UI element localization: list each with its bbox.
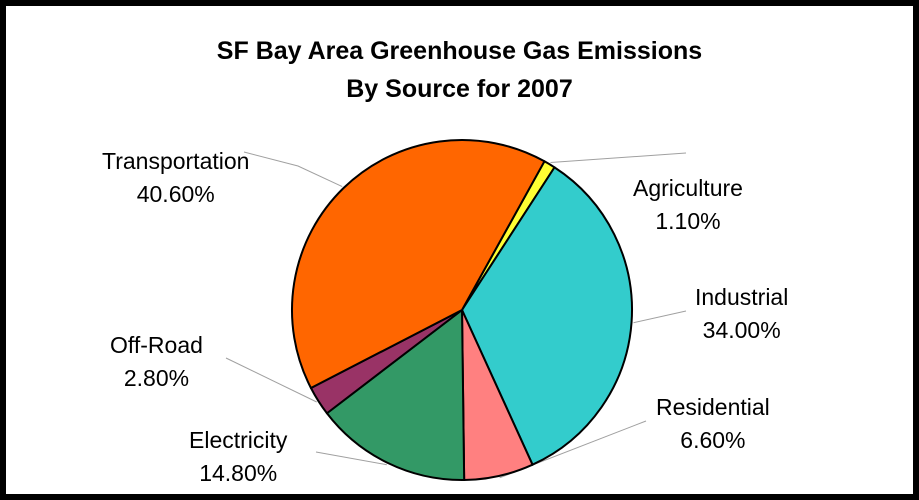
chart-frame: SF Bay Area Greenhouse Gas Emissions By … <box>6 6 913 494</box>
label-off-road-value: 2.80% <box>123 365 190 391</box>
pie-slice-electricity <box>325 309 466 481</box>
label-transportation-value: 40.60% <box>136 181 215 207</box>
chart-title-line-2: By Source for 2007 <box>346 75 573 103</box>
pie-slice-industrial <box>461 166 633 466</box>
label-off-road-name: Off-Road <box>110 332 203 358</box>
label-industrial-name: Industrial <box>695 284 789 310</box>
chart-title: SF Bay Area Greenhouse Gas Emissions By … <box>6 32 913 108</box>
label-electricity: Electricity 14.80% <box>189 424 287 490</box>
label-transportation-name: Transportation <box>102 148 250 174</box>
chart-title-line-1: SF Bay Area Greenhouse Gas Emissions <box>216 37 703 65</box>
label-agriculture: Agriculture 1.10% <box>633 172 743 238</box>
label-industrial: Industrial 34.00% <box>695 281 788 347</box>
label-agriculture-name: Agriculture <box>633 175 743 201</box>
leader-line-agriculture <box>550 152 687 163</box>
label-industrial-value: 34.00% <box>702 317 781 343</box>
leader-line-electricity <box>315 451 387 466</box>
label-residential-name: Residential <box>656 394 770 420</box>
label-residential: Residential 6.60% <box>656 391 770 457</box>
leader-line-off-road <box>225 357 317 403</box>
pie-chart <box>225 138 687 481</box>
label-electricity-name: Electricity <box>189 427 288 453</box>
leader-line-industrial <box>633 310 687 324</box>
label-residential-value: 6.60% <box>680 427 746 453</box>
pie-slice-transportation <box>291 138 546 389</box>
label-electricity-value: 14.80% <box>199 460 278 486</box>
label-transportation: Transportation 40.60% <box>102 145 249 211</box>
label-off-road: Off-Road 2.80% <box>110 329 203 395</box>
label-agriculture-value: 1.10% <box>655 208 721 234</box>
leader-line-transportation <box>243 151 343 188</box>
